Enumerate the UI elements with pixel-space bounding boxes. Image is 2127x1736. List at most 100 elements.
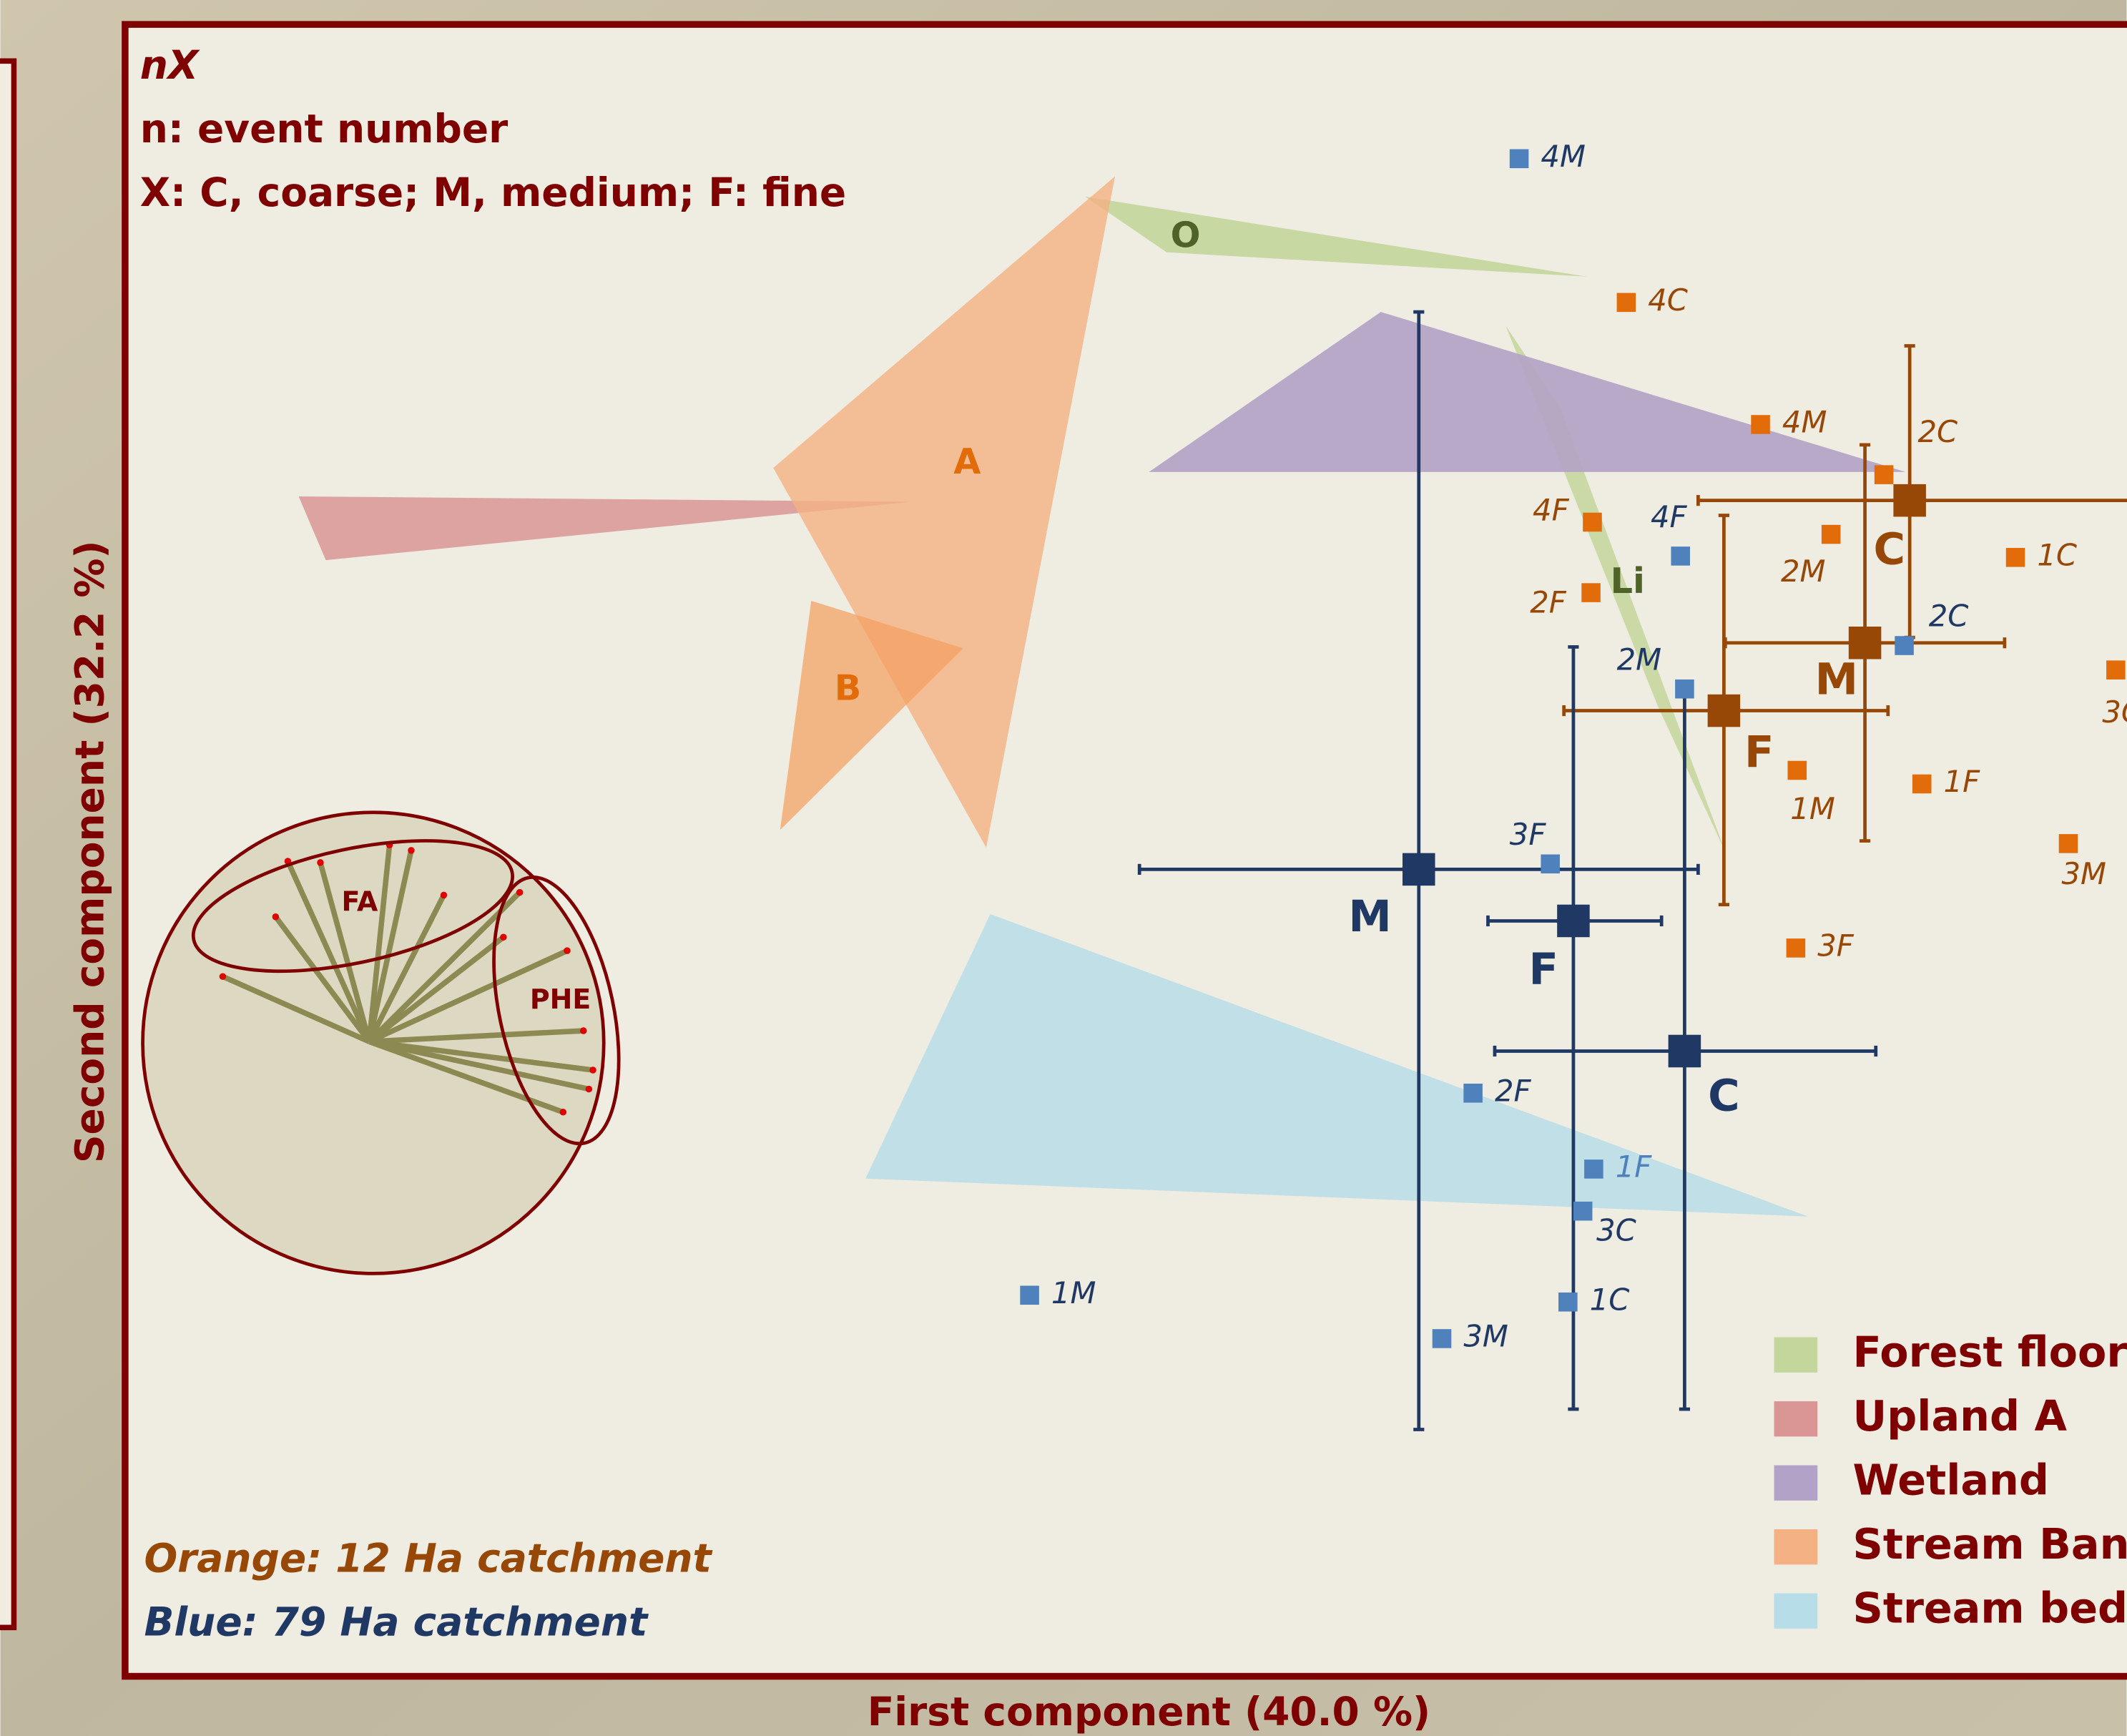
point-label: 2F bbox=[1495, 1073, 1532, 1108]
legend-label: Stream bed bbox=[1853, 1583, 2127, 1632]
centroid bbox=[1893, 484, 1926, 517]
point-label: 4F bbox=[1533, 493, 1570, 528]
loading-tip bbox=[589, 1066, 596, 1074]
sample-point bbox=[1821, 524, 1841, 544]
loading-line bbox=[366, 850, 414, 1043]
stream-bank-region bbox=[780, 600, 963, 830]
centroid bbox=[1848, 626, 1882, 659]
sample-point bbox=[1584, 1159, 1603, 1179]
loading-line bbox=[367, 890, 522, 1044]
point-label: 2M bbox=[1781, 554, 1826, 589]
point-label: 1C bbox=[1590, 1282, 1630, 1317]
sample-point bbox=[1509, 149, 1529, 169]
centroid-label: M bbox=[1348, 892, 1391, 942]
sample-point bbox=[1432, 1329, 1452, 1348]
sample-point bbox=[1874, 465, 1894, 484]
point-label: 4C bbox=[1648, 283, 1688, 318]
y-axis-label: Second component (32.2 %) bbox=[67, 540, 113, 1163]
legend-swatch bbox=[1774, 1465, 1818, 1501]
point-label: 4M bbox=[1541, 139, 1586, 174]
x-axis-label: First component (40.0 %) bbox=[868, 1689, 1430, 1735]
sample-point bbox=[1675, 679, 1694, 699]
centroid bbox=[1668, 1034, 1701, 1068]
legend-label: Wetland bbox=[1853, 1455, 2049, 1504]
legend-label: Upland A bbox=[1853, 1391, 2068, 1441]
sample-point bbox=[1573, 1201, 1593, 1221]
point-label: 4M bbox=[1782, 404, 1827, 439]
loading-line bbox=[318, 861, 372, 1043]
point-label: 2C bbox=[1929, 599, 1969, 634]
loading-tip bbox=[500, 933, 507, 941]
loading-tip bbox=[408, 847, 415, 854]
point-label: 3M bbox=[2062, 856, 2107, 891]
wetland-region bbox=[1149, 312, 1906, 472]
point-label: 2F bbox=[1530, 585, 1567, 620]
sample-point bbox=[2058, 834, 2078, 853]
inset-label: PHE bbox=[530, 984, 591, 1015]
legend-swatch bbox=[1774, 1529, 1818, 1565]
sample-point bbox=[1671, 546, 1690, 566]
loading-tip bbox=[559, 1109, 567, 1116]
centroid bbox=[1707, 694, 1741, 727]
loading-line bbox=[273, 915, 372, 1044]
loading-tip bbox=[272, 913, 280, 921]
point-label: 2M bbox=[1617, 642, 1662, 677]
loading-line bbox=[366, 844, 393, 1042]
loading-tip bbox=[585, 1085, 593, 1093]
sample-point bbox=[2005, 548, 2025, 567]
point-label: 2C bbox=[1918, 414, 1958, 449]
loading-line bbox=[368, 1039, 594, 1073]
loading-tip bbox=[440, 891, 448, 899]
region-label: B bbox=[835, 667, 862, 709]
sample-point bbox=[1583, 512, 1602, 532]
sample-point bbox=[1463, 1083, 1483, 1103]
inset-label: FA bbox=[341, 886, 378, 917]
fa-ellipse bbox=[191, 839, 514, 974]
sample-point bbox=[1895, 636, 1914, 655]
loading-tip bbox=[580, 1027, 587, 1034]
upland-region bbox=[298, 496, 912, 561]
centroid-label: C bbox=[1708, 1071, 1740, 1121]
loading-line bbox=[369, 1028, 584, 1044]
centroid-label: F bbox=[1528, 945, 1558, 995]
centroid-label: M bbox=[1815, 654, 1858, 705]
loading-line bbox=[367, 935, 506, 1044]
loading-tip bbox=[564, 947, 571, 954]
sample-point bbox=[1787, 760, 1807, 780]
sample-point bbox=[1786, 938, 1806, 958]
point-label: 1M bbox=[1790, 791, 1835, 826]
header-text: n: event number bbox=[140, 106, 508, 152]
loading-line bbox=[368, 948, 569, 1044]
region-label: A bbox=[953, 441, 981, 482]
loading-line bbox=[366, 893, 446, 1043]
point-label: 1F bbox=[1944, 764, 1981, 799]
region-label: O bbox=[1171, 214, 1201, 255]
point-label: 1C bbox=[2037, 537, 2077, 572]
region-label: Li bbox=[1611, 560, 1645, 602]
stream-bank-region bbox=[773, 176, 1116, 848]
point-label: 3M bbox=[1463, 1318, 1508, 1353]
legend-swatch bbox=[1774, 1337, 1818, 1373]
point-label: 3C bbox=[2102, 695, 2127, 730]
forest-floor-region bbox=[1085, 196, 1587, 277]
header-text: X: C, coarse; M, medium; F: fine bbox=[140, 170, 846, 215]
side-panel bbox=[0, 58, 17, 1631]
footer-text: Blue: 79 Ha catchment bbox=[144, 1599, 649, 1645]
sample-point bbox=[1558, 1292, 1578, 1312]
sample-point bbox=[1581, 583, 1601, 602]
phe-ellipse bbox=[492, 876, 621, 1146]
loading-line bbox=[221, 974, 370, 1044]
sample-point bbox=[1751, 415, 1770, 434]
footer-text: Orange: 12 Ha catchment bbox=[144, 1536, 712, 1581]
loadings-inset: FA PHE bbox=[141, 810, 621, 1275]
centroid bbox=[1403, 853, 1435, 886]
loading-line bbox=[368, 1039, 590, 1092]
loading-tip bbox=[317, 859, 324, 866]
centroid bbox=[1557, 904, 1590, 938]
legend-swatch bbox=[1774, 1593, 1818, 1629]
sample-point bbox=[1912, 774, 1932, 794]
centroid-label: C bbox=[1873, 524, 1905, 574]
point-label: 1F bbox=[1616, 1149, 1653, 1184]
